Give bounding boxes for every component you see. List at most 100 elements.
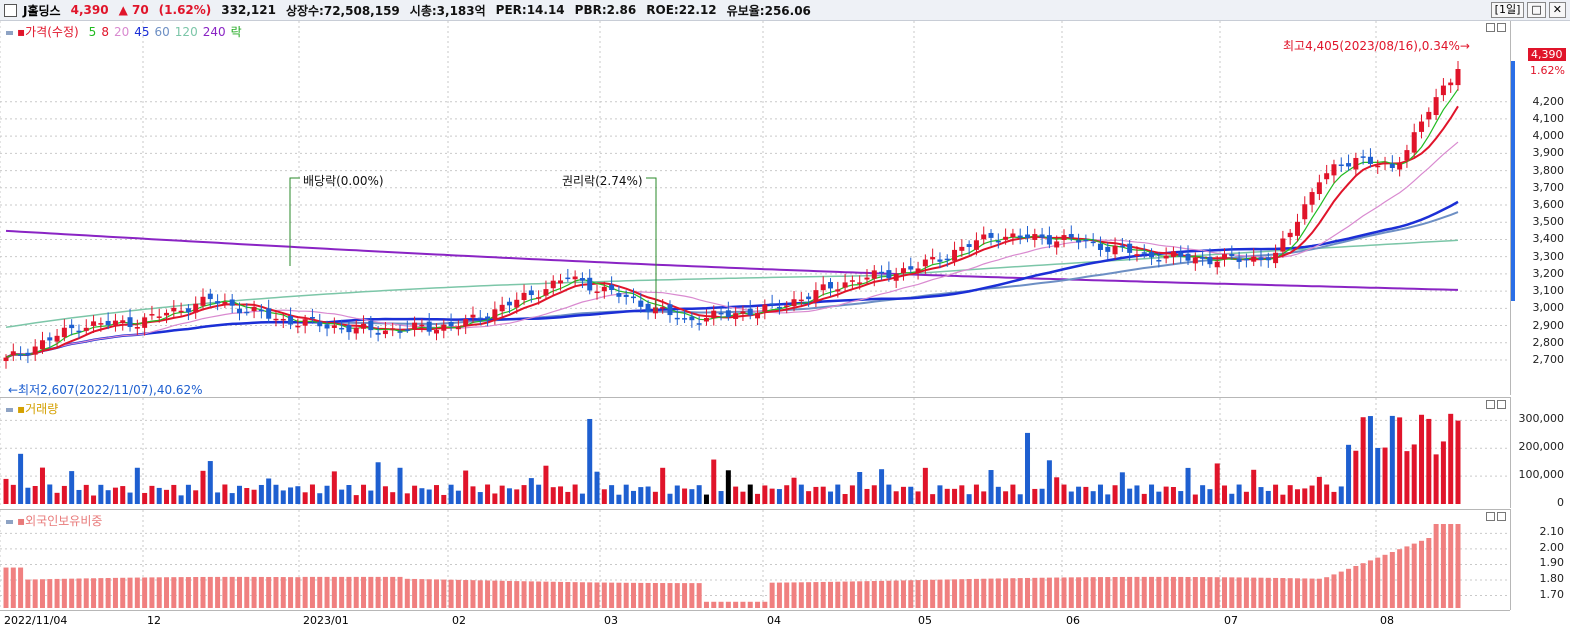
volume-bar — [91, 495, 97, 504]
volume-bar — [1294, 489, 1300, 504]
foreign-ratio-bar — [740, 601, 746, 608]
volume-bar — [32, 486, 38, 504]
volume-bar — [98, 484, 104, 504]
volume-bar — [61, 485, 67, 504]
candle-body — [616, 293, 622, 297]
close-button[interactable]: ✕ — [1548, 2, 1566, 18]
volume-bar — [1192, 494, 1198, 504]
candle-body — [426, 321, 432, 332]
dividend-marker — [289, 177, 300, 266]
volume-bar — [331, 471, 337, 504]
volume-bar — [871, 485, 877, 504]
foreign-ratio-bar — [1404, 546, 1410, 608]
foreign-ratio-bar — [689, 583, 695, 608]
candle-body — [638, 300, 644, 307]
period-button[interactable]: [1일] — [1490, 2, 1525, 18]
foreign-ratio-bar — [1316, 578, 1322, 608]
panel-controls[interactable] — [1484, 512, 1506, 524]
foreign-ratio-bar — [981, 578, 987, 608]
volume-bar — [83, 484, 89, 504]
candle-body — [1003, 236, 1009, 240]
volume-bar — [164, 489, 170, 504]
candle-body — [1112, 245, 1118, 255]
volume-bar — [200, 470, 206, 504]
volume-bar — [1061, 484, 1067, 504]
volume-bar — [944, 488, 950, 504]
volume-bar — [258, 484, 264, 504]
candle-body — [1338, 164, 1344, 167]
foreign-ratio-bar — [835, 581, 841, 608]
volume-chart[interactable] — [0, 398, 1510, 508]
foreign-ratio-bar — [1338, 571, 1344, 608]
candle-body — [558, 280, 564, 284]
foreign-ratio-bar — [171, 577, 177, 608]
candle-body — [718, 312, 724, 315]
current-pct: 1.62% — [1530, 64, 1565, 77]
candle-body — [842, 282, 848, 288]
candle-body — [871, 270, 877, 279]
volume-bar — [645, 486, 651, 504]
candle-body — [251, 306, 257, 312]
volume-bar — [105, 490, 111, 504]
foreign-ratio-bar — [1156, 576, 1162, 608]
candle-body — [703, 317, 709, 322]
candle-body — [1170, 251, 1176, 257]
panel-controls[interactable] — [1484, 400, 1506, 412]
foreign-ratio-panel: ▪외국인보유비중 — [0, 509, 1511, 610]
window-controls: [1일] □ ✕ — [1490, 2, 1566, 18]
volume-bar — [1200, 485, 1206, 504]
x-tick-label: 07 — [1224, 614, 1238, 627]
panel-handle-icon[interactable] — [6, 519, 13, 524]
candle-body — [835, 289, 841, 292]
volume-bar — [288, 487, 294, 504]
foreign-ratio-bar — [1061, 577, 1067, 608]
volume-bar — [930, 494, 936, 504]
candle-body — [798, 299, 804, 302]
foreign-ratio-bar — [251, 576, 257, 608]
foreign-ratio-bar — [309, 576, 315, 608]
foreign-ratio-bar — [506, 580, 512, 608]
high-annotation: 최고4,405(2023/08/16),0.34%→ — [1283, 39, 1470, 53]
foreign-ratio-bar — [1192, 577, 1198, 608]
candle-body — [1141, 252, 1147, 254]
price-chart[interactable] — [0, 21, 1510, 395]
foreign-ratio-bar — [441, 579, 447, 608]
price-tick-label: 3,400 — [1532, 232, 1565, 246]
panel-handle-icon[interactable] — [6, 30, 13, 35]
select-checkbox[interactable] — [4, 3, 17, 17]
foreign-ratio-bar — [645, 582, 651, 608]
volume-bar — [959, 485, 965, 504]
volume-bar — [1411, 444, 1417, 504]
volume-bar — [455, 490, 461, 504]
foreign-ratio-bar — [105, 577, 111, 608]
volume-bar — [813, 486, 819, 504]
candle-body — [1440, 85, 1446, 96]
panel-handle-icon[interactable] — [6, 407, 13, 412]
foreign-ratio-bar — [930, 579, 936, 608]
foreign-ratio-chart[interactable] — [0, 510, 1510, 610]
foreign-ratio-bar — [236, 576, 242, 608]
volume-bar — [1076, 486, 1082, 504]
candle-body — [273, 318, 279, 321]
volume-bar — [550, 487, 556, 504]
panel-controls[interactable] — [1484, 23, 1506, 35]
foreign-ratio-bar — [390, 576, 396, 608]
foreign-ratio-bar — [1433, 524, 1439, 608]
foreign-ratio-bar — [1440, 524, 1446, 608]
foreign-ratio-bar — [1411, 543, 1417, 608]
foreign-ratio-bar — [988, 578, 994, 608]
volume-bar — [324, 485, 330, 504]
restore-button[interactable]: □ — [1527, 2, 1546, 18]
foreign-ratio-bar — [1236, 577, 1242, 608]
foreign-ratio-bar — [959, 579, 965, 608]
foreign-ratio-bar — [1382, 554, 1388, 608]
reserve-stat: 유보율:256.06 — [726, 3, 811, 18]
volume-bar — [1382, 447, 1388, 504]
stock-name: J홀딩스 — [23, 3, 61, 18]
volume-bar — [652, 491, 658, 504]
foreign-ratio-bar — [550, 581, 556, 608]
volume-bar — [995, 486, 1001, 504]
foreign-ratio-bar — [747, 601, 753, 608]
volume-bar — [820, 486, 826, 504]
volume-bar — [25, 487, 31, 504]
